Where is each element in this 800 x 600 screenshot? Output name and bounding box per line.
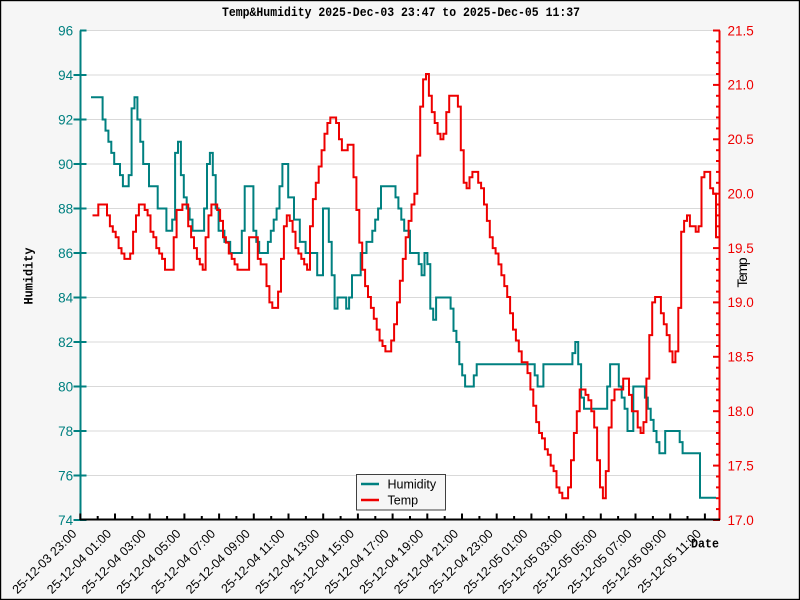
svg-text:Temp&Humidity 2025-Dec-03 23:4: Temp&Humidity 2025-Dec-03 23:47 to 2025-… (222, 5, 580, 20)
svg-text:76: 76 (58, 468, 73, 483)
svg-text:92: 92 (58, 112, 73, 127)
svg-text:96: 96 (58, 23, 73, 38)
svg-text:88: 88 (58, 201, 73, 216)
svg-text:Humidity: Humidity (22, 247, 37, 304)
svg-text:80: 80 (58, 379, 73, 394)
svg-text:86: 86 (58, 246, 73, 261)
svg-text:21.0: 21.0 (728, 78, 754, 93)
svg-text:Temp: Temp (734, 257, 750, 287)
svg-text:19.0: 19.0 (728, 295, 754, 310)
svg-text:17.5: 17.5 (728, 458, 754, 473)
svg-text:18.5: 18.5 (728, 350, 754, 365)
svg-text:82: 82 (58, 335, 73, 350)
svg-text:94: 94 (58, 68, 74, 83)
svg-text:21.5: 21.5 (728, 23, 754, 38)
svg-text:20.0: 20.0 (728, 187, 754, 202)
svg-text:78: 78 (58, 424, 73, 439)
svg-text:19.5: 19.5 (728, 241, 754, 256)
svg-text:74: 74 (58, 513, 74, 528)
svg-text:18.0: 18.0 (728, 404, 754, 419)
svg-text:84: 84 (58, 290, 74, 305)
svg-text:Temp: Temp (388, 494, 419, 508)
svg-text:90: 90 (58, 157, 73, 172)
svg-text:Date: Date (691, 537, 719, 552)
svg-text:Humidity: Humidity (388, 478, 437, 492)
svg-text:17.0: 17.0 (728, 513, 754, 528)
svg-text:20.5: 20.5 (728, 132, 754, 147)
